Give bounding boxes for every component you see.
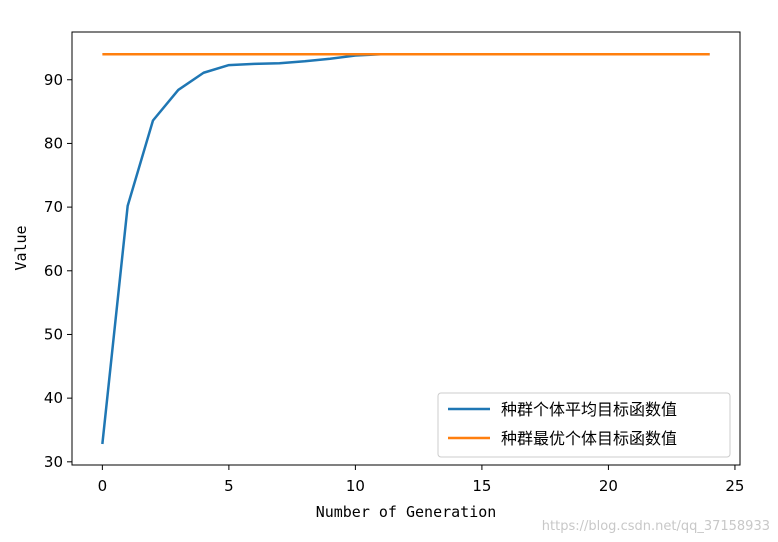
legend: 种群个体平均目标函数值 种群最优个体目标函数值 [437, 392, 731, 458]
x-tick-label: 5 [224, 477, 234, 495]
x-tick-label: 20 [599, 477, 618, 495]
y-tick-label: 80 [44, 134, 63, 152]
y-tick-label: 70 [44, 198, 63, 216]
axes-frame [71, 31, 741, 466]
x-tick-label: 15 [472, 477, 491, 495]
y-tick-label: 50 [44, 325, 63, 343]
legend-label-best: 种群最优个体目标函数值 [501, 429, 677, 448]
y-tick-label: 90 [44, 71, 63, 89]
y-tick-label: 60 [44, 262, 63, 280]
y-tick-label: 40 [44, 389, 63, 407]
legend-label-avg: 种群个体平均目标函数值 [501, 400, 677, 419]
watermark-text: https://blog.csdn.net/qq_37158933 [542, 519, 770, 534]
y-axis-label: Value [12, 225, 30, 270]
x-axis: 0 5 10 15 20 25 [98, 465, 744, 495]
y-tick-label: 30 [44, 453, 63, 471]
y-axis: 30 40 50 60 70 80 90 [44, 71, 72, 471]
x-tick-label: 25 [725, 477, 744, 495]
x-axis-label: Number of Generation [316, 503, 497, 521]
x-tick-label: 0 [98, 477, 108, 495]
plot-area [101, 53, 710, 445]
x-tick-label: 10 [346, 477, 365, 495]
legend-box [437, 392, 731, 458]
